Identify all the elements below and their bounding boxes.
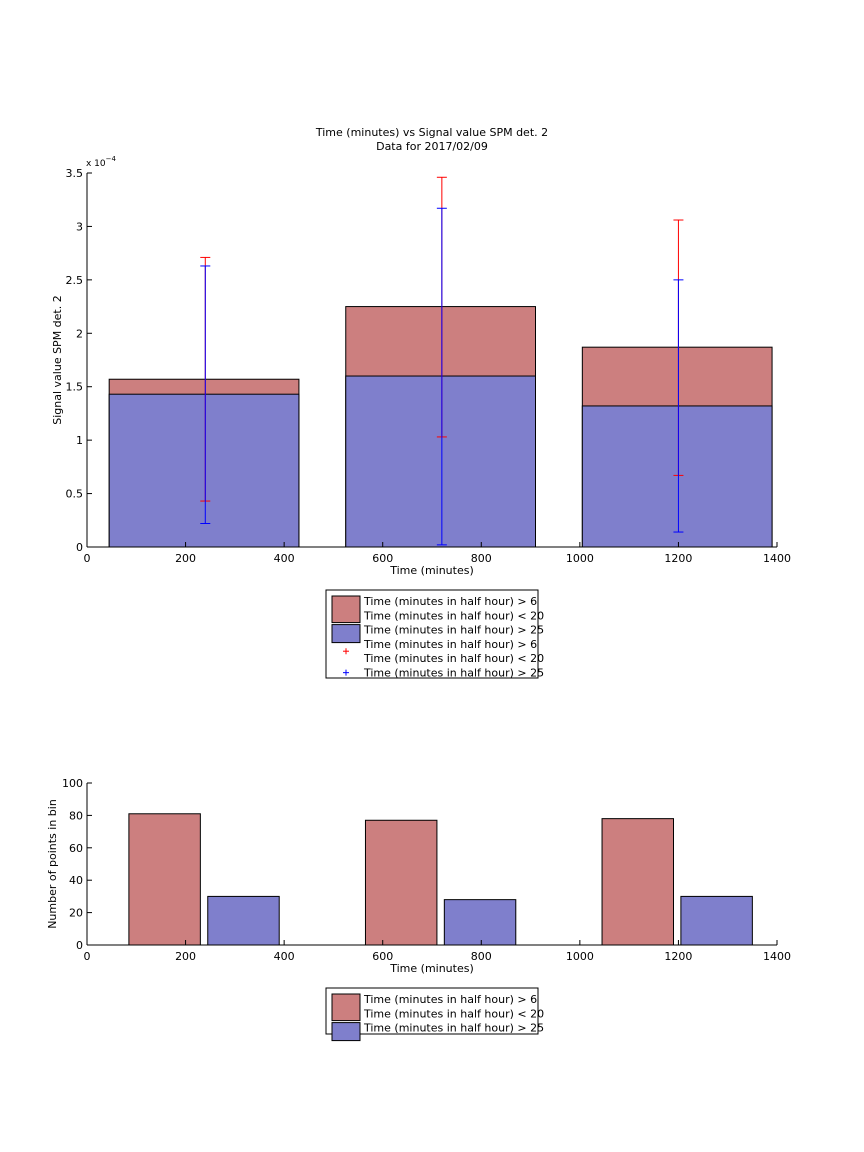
bottom-chart-y-tick-label: 80 (69, 809, 83, 822)
top-chart-title: Time (minutes) vs Signal value SPM det. … (315, 126, 548, 139)
top-chart-legend-box (325, 589, 539, 679)
bottom-chart-legend-swatch (331, 993, 361, 1022)
bottom-chart-x-tick-label: 200 (175, 950, 196, 963)
top-chart-plot-area: 0 200 400 600 800 1000 1200 1400 0 0.5 1 1.5 2 2.5 3 3.… (66, 167, 792, 565)
top-chart-y-tick-label: 2.5 (66, 274, 84, 287)
top-chart-x-tick-label: 200 (175, 552, 196, 565)
top-chart-bar-blue (581, 405, 773, 548)
top-chart-y-exponent-power: −4 (106, 155, 117, 163)
top-chart-y-exponent-base: x 10 (86, 159, 106, 169)
bottom-chart-x-tick-label: 1000 (566, 950, 594, 963)
top-chart-legend-swatch (331, 595, 361, 624)
top-chart-bar-blue (108, 393, 300, 548)
top-chart-bar-blue (345, 375, 536, 548)
bottom-chart-legend-swatch (331, 1022, 361, 1042)
bottom-chart-x-tick-label: 1400 (763, 950, 791, 963)
bottom-chart-x-tick-label: 1200 (664, 950, 692, 963)
top-chart-y-tick-label: 1 (76, 434, 83, 447)
bottom-chart-x-axis-label: Time (minutes) (389, 962, 474, 975)
bottom-chart-plot-area: 0 200 400 600 800 1000 1200 1400 0 20 40 60 80 100 (62, 777, 791, 963)
bottom-chart-y-tick-label: 0 (76, 939, 83, 952)
bottom-chart-y-tick-label: 60 (69, 842, 83, 855)
bottom-chart-x-tick-label: 800 (471, 950, 492, 963)
bottom-chart-bar-red (128, 813, 201, 946)
top-chart-legend-label: Time (minutes in half hour) > 25 (363, 624, 544, 637)
top-chart-legend-swatch (331, 624, 361, 644)
top-chart-x-tick-label: 1000 (566, 552, 594, 565)
top-chart-x-tick-label: 1200 (664, 552, 692, 565)
bottom-chart-y-axis-label: Number of points in bin (46, 799, 59, 929)
top-chart-y-exponent: x 10−4 (86, 155, 117, 169)
top-chart-y-tick-label: 2 (76, 327, 83, 340)
top-chart-x-tick-label: 400 (274, 552, 295, 565)
top-chart-y-tick-label: 3.5 (66, 167, 84, 180)
top-chart-legend-label: Time (minutes in half hour) > 6 (363, 595, 537, 608)
bottom-chart-legend-label: Time (minutes in half hour) > 25 (363, 1022, 544, 1035)
bottom-chart-x-tick-label: 600 (372, 950, 393, 963)
bottom-chart-y-tick-label: 20 (69, 907, 83, 920)
bottom-chart-x-tick-label: 0 (84, 950, 91, 963)
top-chart-y-tick-label: 0.5 (66, 488, 84, 501)
top-chart-y-tick-label: 3 (76, 220, 83, 233)
top-chart-legend-label: Time (minutes in half hour) < 20 (363, 609, 544, 622)
bottom-chart-bar-blue (207, 895, 280, 946)
top-chart-legend-label: Time (minutes in half hour) > 6 (363, 638, 537, 651)
bottom-chart-y-tick-label: 100 (62, 777, 83, 790)
top-chart-y-tick-label: 1.5 (66, 381, 84, 394)
bottom-chart-bar-red (601, 818, 674, 946)
bottom-chart-legend-label: Time (minutes in half hour) > 6 (363, 993, 537, 1006)
bottom-chart-bar-blue (680, 895, 753, 946)
top-chart-x-tick-label: 1400 (763, 552, 791, 565)
top-chart-y-axis-label: Signal value SPM det. 2 (51, 295, 64, 425)
bottom-chart-y-tick-label: 40 (69, 874, 83, 887)
top-chart-legend-label: Time (minutes in half hour) < 20 (363, 652, 544, 665)
top-chart-x-tick-label: 0 (84, 552, 91, 565)
bottom-chart-legend-label: Time (minutes in half hour) < 20 (363, 1007, 544, 1020)
bottom-chart-legend-box (325, 987, 539, 1035)
top-chart-y-tick-label: 0 (76, 541, 83, 554)
top-chart-x-tick-label: 600 (372, 552, 393, 565)
top-chart-x-axis-label: Time (minutes) (389, 564, 474, 577)
top-chart-legend-label: Time (minutes in half hour) > 25 (363, 667, 544, 680)
bottom-chart-bar-blue (443, 899, 517, 946)
bottom-chart-bar-red (364, 819, 438, 946)
bottom-chart-x-tick-label: 400 (274, 950, 295, 963)
top-chart-x-tick-label: 800 (471, 552, 492, 565)
top-chart-subtitle: Data for 2017/02/09 (376, 140, 488, 153)
